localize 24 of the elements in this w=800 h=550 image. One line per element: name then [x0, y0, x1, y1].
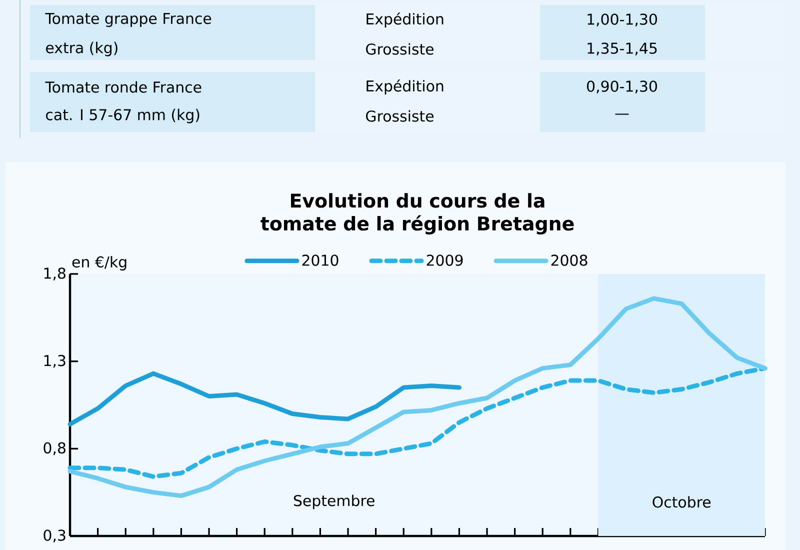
y-tick-label: 1,8: [44, 268, 66, 280]
chart-title: Evolution du cours de la tomate de la région Bretagne: [260, 193, 574, 234]
text: Expédition: [366, 79, 444, 95]
y-tick-label: 0,3: [44, 530, 66, 542]
y-axis-title: en €/kg: [72, 256, 126, 270]
annotation: Septembre: [294, 494, 374, 510]
text: cat. I 57-67 mm (kg): [46, 108, 200, 124]
legend-label: 2008: [551, 254, 588, 266]
legend-label: 2009: [426, 254, 463, 266]
y-tick-label: 0,8: [44, 442, 66, 456]
legend-label: 2010: [302, 254, 338, 266]
y-tick-label: 1,3: [44, 354, 66, 368]
text: 0,90-1,30: [587, 80, 657, 94]
line-series: [68, 371, 462, 426]
text: 1,00-1,30: [588, 14, 657, 26]
text: Grossiste: [366, 43, 434, 55]
text: 1,35-1,45: [588, 42, 657, 56]
text: —: [615, 114, 629, 115]
text: Expédition: [366, 12, 444, 28]
text: Tomate grappe France: [45, 12, 212, 27]
annotation: Octobre: [652, 496, 711, 508]
text: Tomate ronde France: [45, 81, 202, 93]
text: extra (kg): [46, 42, 118, 56]
text: Grossiste: [366, 110, 434, 122]
